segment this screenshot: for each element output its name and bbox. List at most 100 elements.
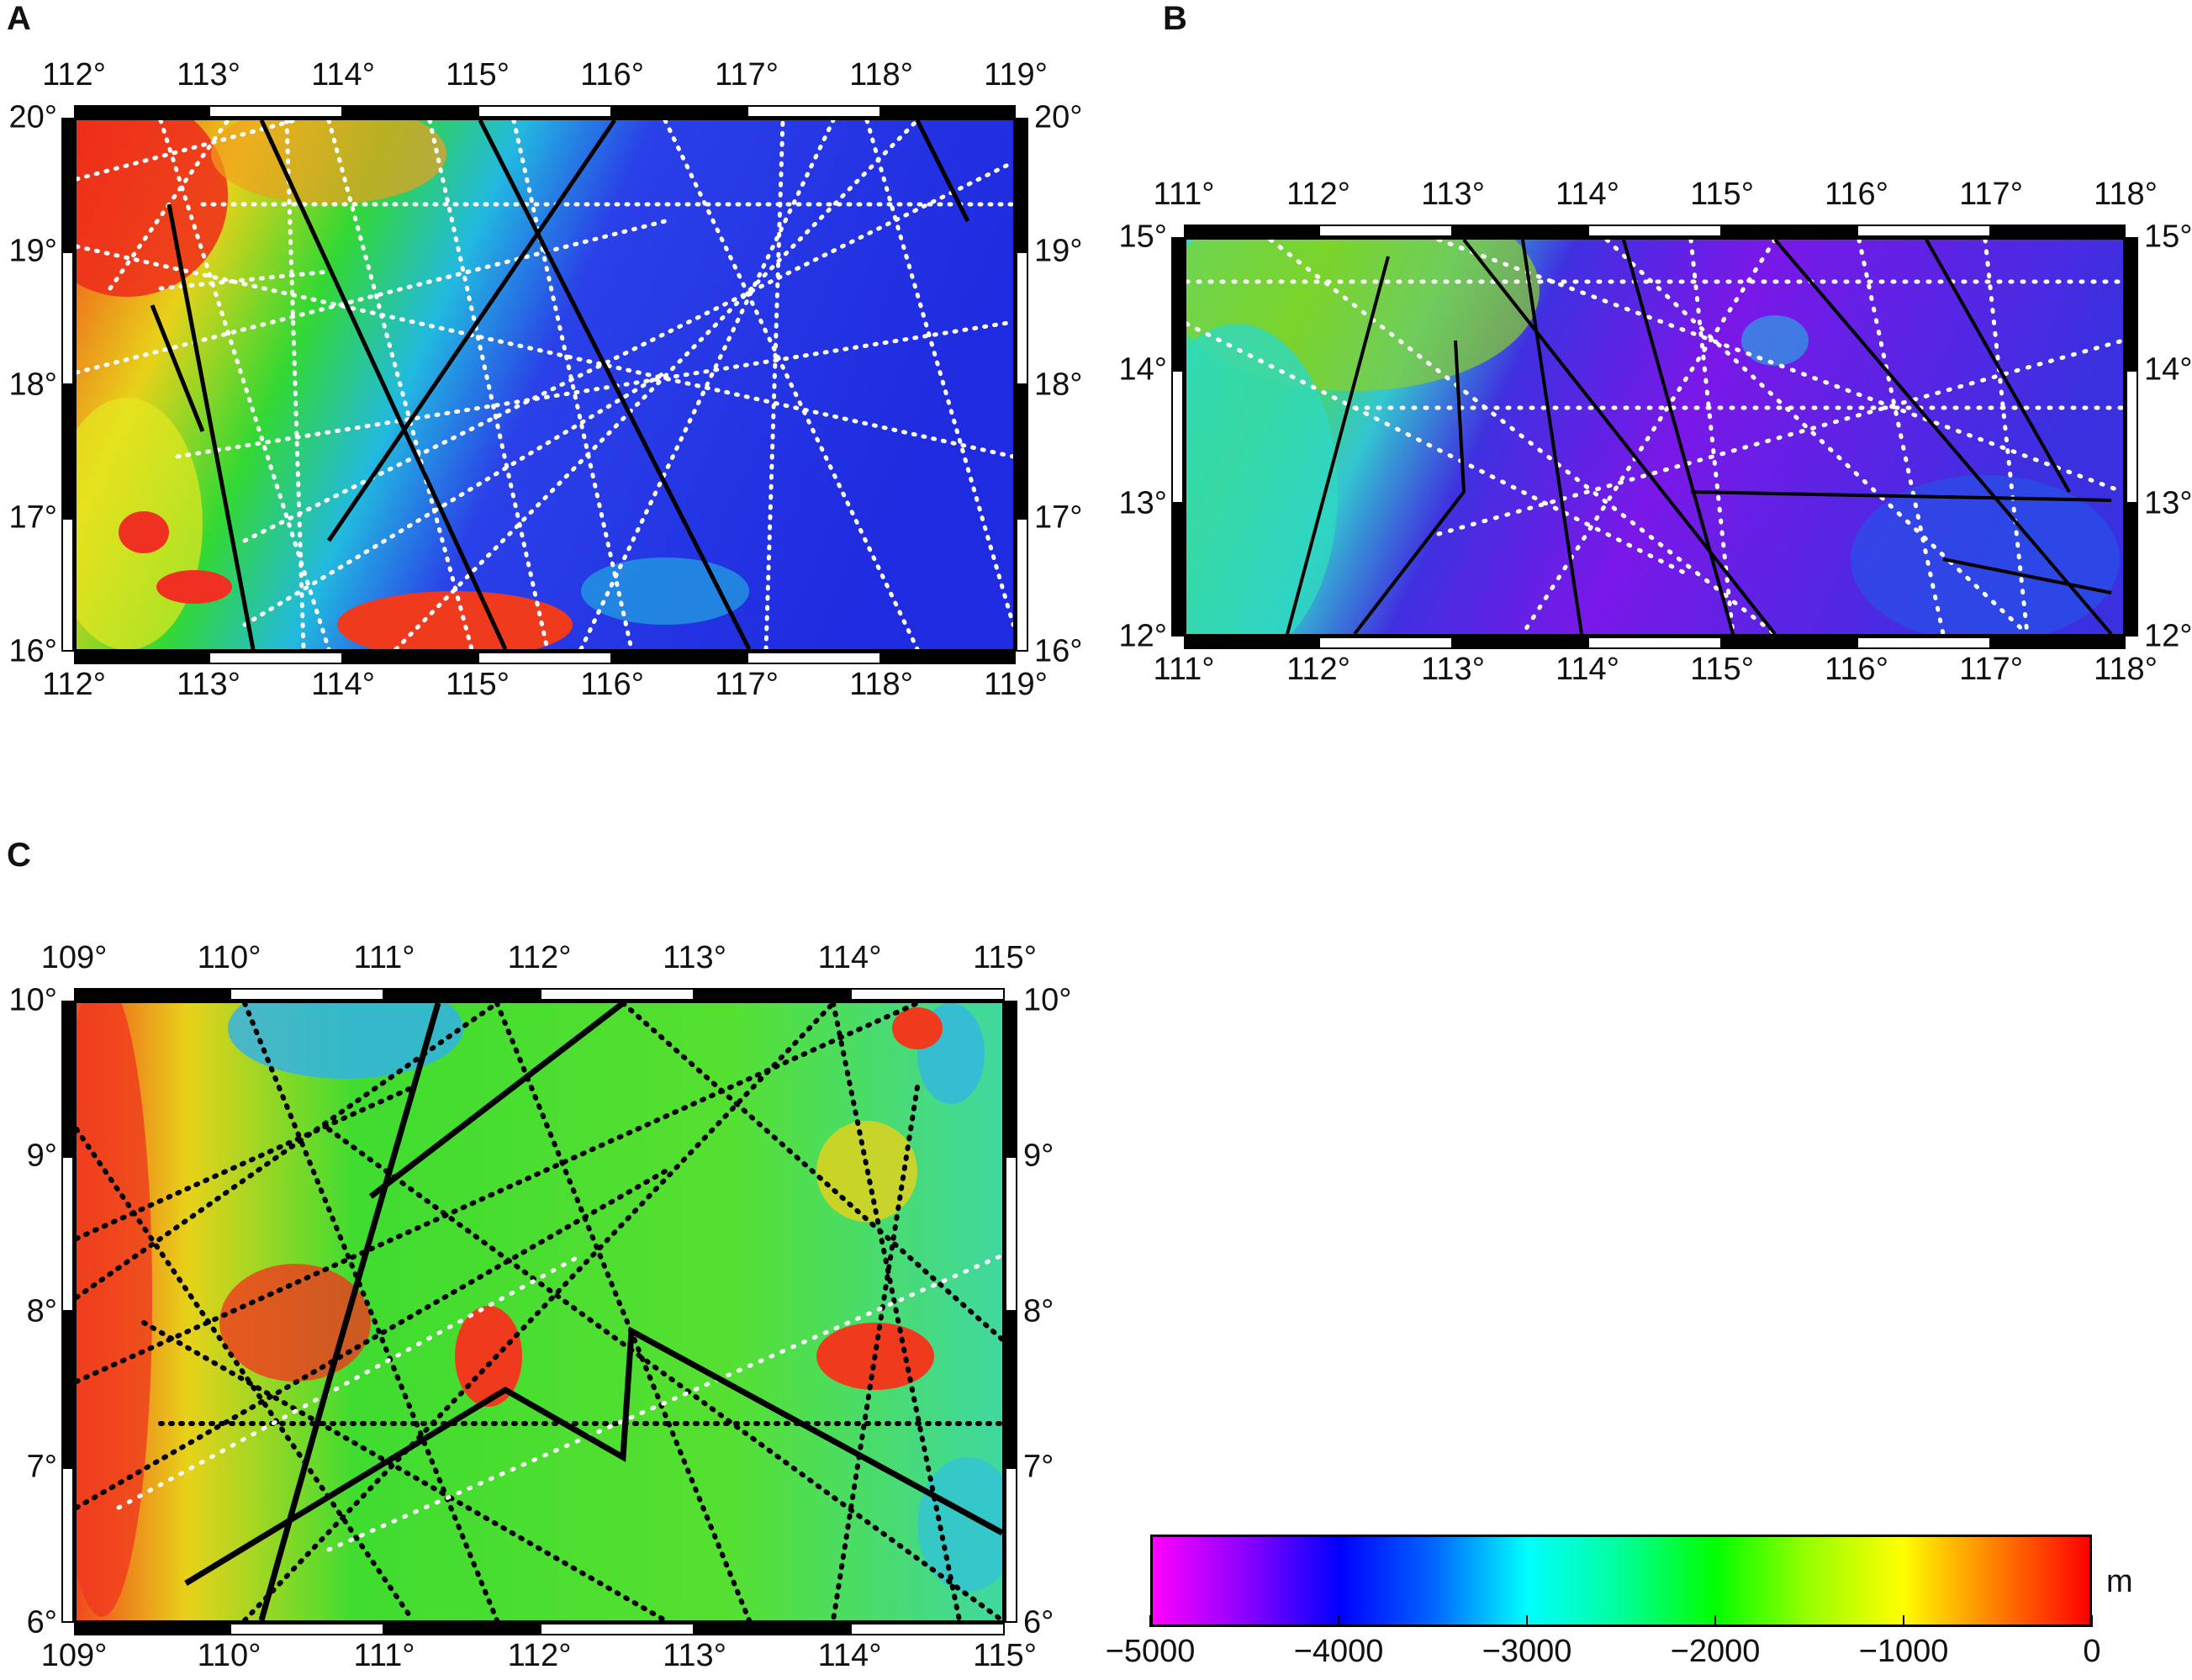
scale-bar-segment xyxy=(849,1623,1005,1635)
colorbar-tick-label: −1000 xyxy=(1858,1634,1949,1669)
map-c-top-scale-bar xyxy=(74,988,1005,1001)
latitude-label: 7° xyxy=(26,1449,57,1485)
bathymetry-map-b xyxy=(1184,237,2126,637)
latitude-label: 16° xyxy=(8,633,57,669)
longitude-label: 113° xyxy=(663,940,726,975)
latitude-label: 19° xyxy=(8,233,57,269)
latitude-label: 13° xyxy=(1118,485,1167,521)
map-b-bottom-scale-bar xyxy=(1184,637,2126,649)
latitude-label: 18° xyxy=(1034,367,1083,402)
longitude-label: 109° xyxy=(40,1638,108,1673)
longitude-label: 114° xyxy=(311,57,375,92)
longitude-label: 118° xyxy=(2094,177,2158,212)
longitude-label: 111° xyxy=(353,940,415,975)
longitude-label: 116° xyxy=(580,57,644,92)
latitude-label: 12° xyxy=(1118,618,1167,654)
scale-bar-segment xyxy=(61,384,74,519)
longitude-label: 112° xyxy=(1286,177,1350,212)
latitude-label: 19° xyxy=(1034,233,1083,269)
longitude-label: 111° xyxy=(1153,177,1215,212)
longitude-label: 114° xyxy=(1556,177,1619,212)
latitude-label: 6° xyxy=(26,1604,57,1640)
longitude-label: 116° xyxy=(1825,652,1888,687)
longitude-label: 115° xyxy=(446,57,510,92)
colorbar-unit-label: m xyxy=(2106,1564,2133,1599)
longitude-label: 112° xyxy=(507,940,572,975)
scale-bar-segment xyxy=(1857,225,1991,237)
scale-bar-segment xyxy=(343,105,478,118)
colorbar-tick-mark xyxy=(2091,1615,2093,1627)
map-a-right-scale-bar xyxy=(1016,118,1028,652)
colorbar-tick-mark xyxy=(1526,1615,1528,1627)
colorbar-tick-label: −4000 xyxy=(1293,1634,1384,1669)
longitude-label: 115° xyxy=(446,667,510,702)
latitude-label: 17° xyxy=(8,499,57,536)
latitude-label: 8° xyxy=(1023,1293,1054,1329)
latitude-label: 10° xyxy=(1023,982,1072,1018)
longitude-label: 113° xyxy=(177,57,240,92)
scale-bar-segment xyxy=(695,1623,850,1635)
longitude-label: 113° xyxy=(663,1638,726,1673)
panel-b-label: B xyxy=(1163,0,1187,37)
longitude-label: 113° xyxy=(1421,652,1485,687)
longitude-label: 110° xyxy=(197,1638,261,1673)
longitude-label: 111° xyxy=(1153,652,1215,687)
longitude-label: 112° xyxy=(507,1638,572,1673)
colorbar-tick-label: −2000 xyxy=(1670,1634,1761,1669)
longitude-label: 114° xyxy=(817,940,882,975)
longitude-label: 116° xyxy=(580,667,644,702)
longitude-label: 109° xyxy=(40,940,108,975)
latitude-label: 12° xyxy=(2144,618,2192,654)
scale-bar-segment xyxy=(1016,118,1028,251)
scale-bar-segment xyxy=(2126,370,2138,504)
colorbar-tick-label: −3000 xyxy=(1482,1634,1572,1669)
longitude-label: 115° xyxy=(973,1638,1037,1673)
longitude-label: 112° xyxy=(1286,652,1350,687)
map-c-left-scale-bar xyxy=(61,1001,74,1623)
scale-bar-segment xyxy=(1005,1312,1017,1467)
longitude-label: 117° xyxy=(715,57,779,92)
bathymetry-map-c xyxy=(74,1001,1005,1623)
map-a-top-scale-bar xyxy=(74,105,1016,118)
latitude-label: 9° xyxy=(26,1138,57,1174)
longitude-label: 117° xyxy=(1959,177,2023,212)
scale-bar-segment xyxy=(74,652,209,664)
colorbar-tick-label: 0 xyxy=(2083,1634,2101,1669)
longitude-label: 118° xyxy=(849,57,913,92)
scale-bar-segment xyxy=(1016,251,1028,385)
longitude-label: 112° xyxy=(42,667,106,702)
longitude-label: 119° xyxy=(984,667,1048,702)
map-a-bottom-scale-bar xyxy=(74,652,1016,664)
scale-bar-segment xyxy=(1171,503,1184,637)
scale-bar-segment xyxy=(343,652,478,664)
latitude-label: 14° xyxy=(1118,351,1167,388)
scale-bar-segment xyxy=(61,1156,74,1312)
scale-bar-segment xyxy=(695,988,850,1001)
longitude-label: 119° xyxy=(984,57,1048,92)
bathymetry-map-a xyxy=(74,118,1016,652)
scale-bar-segment xyxy=(881,105,1016,118)
scale-bar-segment xyxy=(209,105,343,118)
scale-bar-segment xyxy=(1318,225,1453,237)
scale-bar-segment xyxy=(384,1623,540,1635)
latitude-label: 15° xyxy=(1118,219,1167,255)
scale-bar-segment xyxy=(539,988,695,1001)
latitude-label: 14° xyxy=(2144,351,2192,388)
scale-bar-segment xyxy=(1991,637,2126,649)
scale-bar-segment xyxy=(384,988,540,1001)
scale-bar-segment xyxy=(612,105,747,118)
scale-bar-segment xyxy=(1005,1467,1017,1623)
map-b-top-scale-bar xyxy=(1184,225,2126,237)
latitude-label: 15° xyxy=(2144,219,2192,255)
scale-bar-segment xyxy=(2126,503,2138,637)
scale-bar-segment xyxy=(1722,637,1857,649)
colorbar-tick-mark xyxy=(1338,1615,1339,1627)
scale-bar-segment xyxy=(1016,518,1028,652)
scale-bar-segment xyxy=(61,251,74,385)
longitude-label: 116° xyxy=(1825,177,1888,212)
panel-c-label: C xyxy=(7,837,31,874)
scale-bar-segment xyxy=(1005,1001,1017,1156)
latitude-label: 18° xyxy=(8,367,57,402)
map-c-right-scale-bar xyxy=(1005,1001,1017,1623)
scale-bar-segment xyxy=(1722,225,1857,237)
